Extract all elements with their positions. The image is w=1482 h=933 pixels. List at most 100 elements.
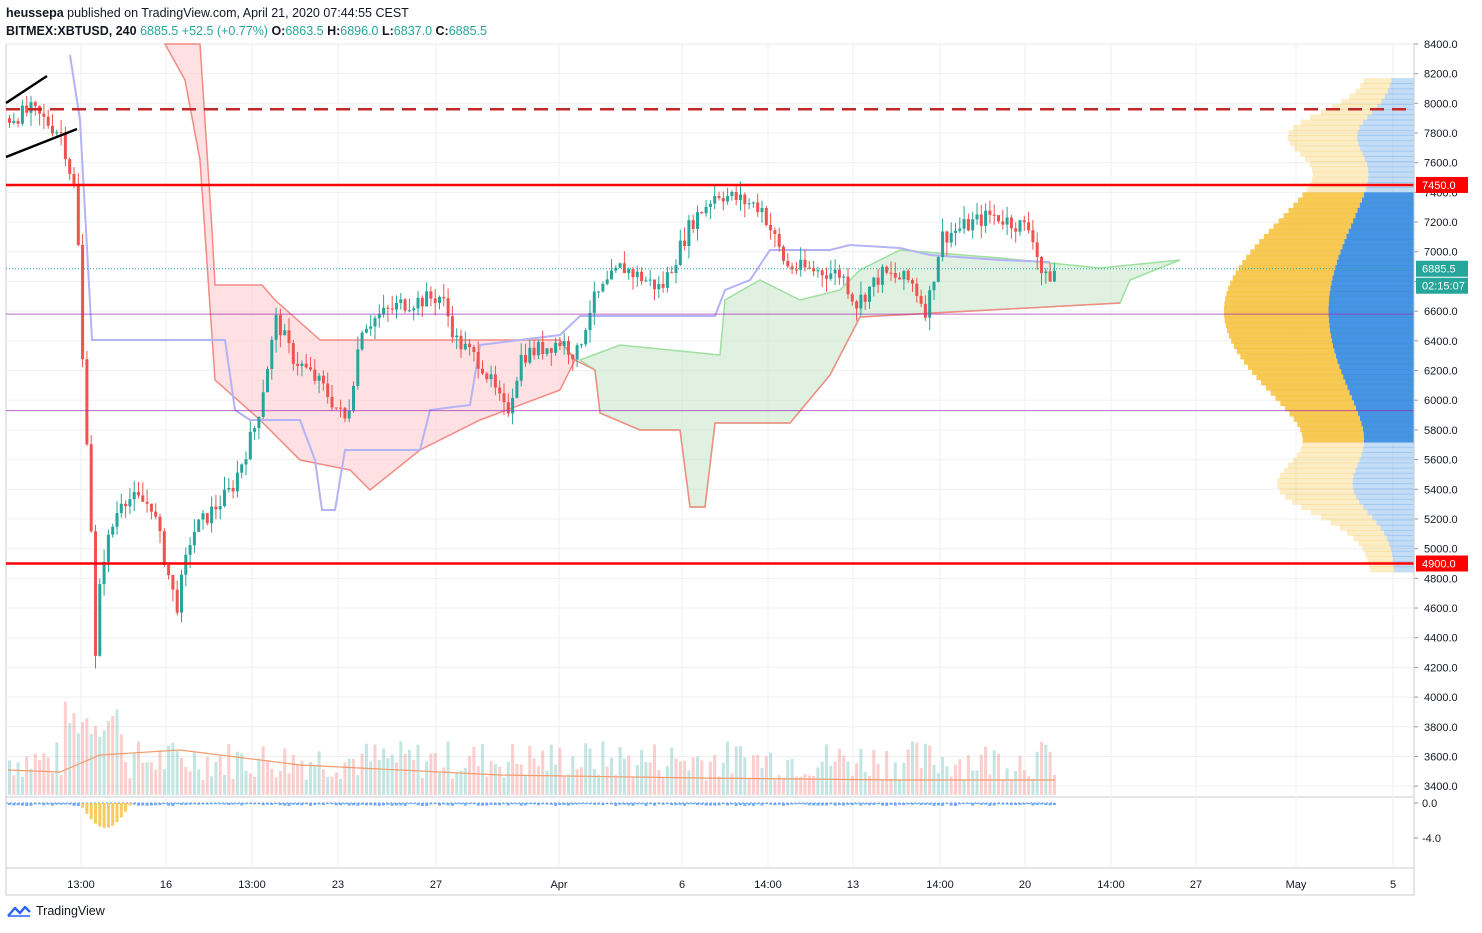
vp-up	[1265, 384, 1348, 391]
candle-body	[906, 270, 910, 281]
osc-bar	[300, 803, 304, 806]
volume-bar	[764, 756, 768, 795]
vp-up	[1360, 83, 1390, 90]
tradingview-footer[interactable]: TradingView	[6, 904, 105, 918]
vp-down	[1366, 161, 1414, 168]
osc-bar	[223, 803, 226, 805]
vp-up	[1256, 374, 1344, 381]
osc-bar	[949, 803, 953, 806]
osc-bar	[717, 803, 721, 806]
candle-body	[42, 113, 46, 117]
vp-down	[1331, 280, 1414, 287]
vp-up	[1277, 478, 1353, 485]
volume-bar	[842, 755, 846, 795]
candle-body	[162, 531, 166, 565]
osc-bar	[55, 803, 59, 805]
candle-body	[519, 354, 523, 381]
vp-down	[1358, 140, 1414, 147]
osc-bar	[274, 803, 278, 805]
osc-bar	[463, 803, 467, 806]
volume-bar	[106, 721, 110, 795]
osc-bar	[137, 803, 140, 806]
osc-bar	[132, 803, 136, 805]
volume-ma-line	[7, 749, 1055, 781]
candle-body	[111, 526, 115, 535]
volume-bar	[253, 776, 257, 795]
author-name[interactable]: heussepa	[6, 6, 64, 20]
candle-body	[55, 132, 59, 134]
candle-body	[1018, 220, 1022, 232]
volume-bar	[515, 763, 519, 795]
osc-bar	[936, 803, 940, 806]
candle-body	[1027, 222, 1031, 231]
osc-bar	[416, 803, 420, 806]
volume-bar	[472, 746, 476, 795]
candle-body	[876, 277, 880, 285]
volume-bar	[55, 742, 59, 795]
vp-down	[1368, 166, 1414, 173]
volume-bar	[145, 762, 149, 795]
vp-down	[1376, 519, 1414, 526]
candle-body	[605, 279, 609, 284]
volume-bar	[532, 758, 536, 795]
candle-body	[721, 198, 725, 202]
osc-bar	[102, 803, 106, 828]
osc-bar	[704, 803, 708, 806]
time-tick-label: 20	[1019, 879, 1031, 891]
vp-down	[1328, 317, 1414, 324]
volume-bar	[558, 747, 562, 795]
price-axis[interactable]: 8400.08200.08000.07800.07600.07400.07200…	[1413, 39, 1458, 895]
vp-up	[1302, 192, 1364, 199]
osc-bar	[459, 803, 463, 805]
price-tick-label: 7600.0	[1424, 158, 1458, 170]
volume-bar	[412, 759, 416, 795]
candle-body	[68, 159, 72, 174]
vp-up	[1247, 363, 1340, 370]
vp-down	[1390, 545, 1414, 552]
volume-bar	[1027, 776, 1031, 795]
vp-down	[1372, 109, 1414, 116]
candle-body	[498, 387, 502, 394]
osc-bar	[739, 803, 742, 806]
volume-bar	[519, 764, 523, 795]
kumo-bull	[578, 249, 1181, 508]
volume-bar	[266, 760, 269, 795]
osc-bar	[489, 803, 493, 805]
volume-bar	[988, 774, 992, 795]
osc-bar	[145, 803, 149, 806]
osc-bar	[420, 803, 424, 806]
osc-bar	[248, 803, 252, 805]
candle-body	[502, 393, 506, 403]
volume-bar	[8, 760, 11, 795]
volume-bar	[493, 763, 497, 795]
candle-body	[317, 375, 321, 381]
candle-body	[356, 349, 360, 386]
volume-bar	[588, 748, 592, 795]
price-tick-label: 3400.0	[1424, 781, 1458, 793]
osc-bar	[425, 803, 429, 806]
volume-bar	[1018, 755, 1022, 795]
vp-up	[1236, 348, 1335, 355]
osc-bar	[154, 803, 158, 806]
volume-bar	[244, 770, 248, 795]
candle-body	[739, 194, 742, 200]
vp-down	[1329, 296, 1414, 303]
time-tick-label: 13	[847, 879, 859, 891]
vp-down	[1357, 207, 1414, 214]
osc-bar	[880, 803, 884, 806]
time-axis[interactable]: 13:00 16 13:00 23 27 Apr 6 14:00 13 14:00 20 14:00 2…	[67, 879, 1396, 891]
vp-down	[1381, 98, 1414, 105]
volume-bar	[459, 770, 463, 795]
volume-bar	[657, 770, 661, 795]
osc-bar	[33, 803, 37, 805]
volume-bar	[592, 768, 596, 795]
candle-body	[106, 534, 110, 562]
vp-up	[1341, 98, 1382, 105]
osc-bar	[988, 803, 992, 806]
volume-bar	[949, 776, 953, 795]
volume-bar	[296, 763, 300, 795]
vp-down	[1359, 202, 1414, 209]
volume-bar	[1005, 768, 1009, 795]
osc-bar	[825, 803, 828, 806]
